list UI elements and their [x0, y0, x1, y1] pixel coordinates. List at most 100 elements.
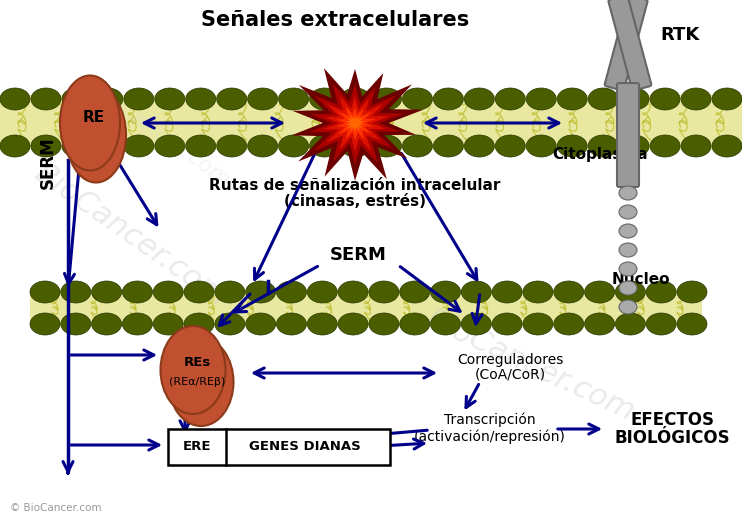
Ellipse shape: [0, 88, 30, 110]
Ellipse shape: [154, 281, 183, 303]
Ellipse shape: [492, 313, 522, 335]
Ellipse shape: [650, 88, 680, 110]
Ellipse shape: [619, 262, 637, 276]
Ellipse shape: [184, 281, 214, 303]
Ellipse shape: [277, 313, 306, 335]
Text: SERM: SERM: [39, 136, 57, 190]
Text: Citoplasma: Citoplasma: [552, 148, 648, 163]
Ellipse shape: [646, 313, 676, 335]
Text: SERM: SERM: [329, 246, 387, 264]
Ellipse shape: [496, 88, 525, 110]
Ellipse shape: [588, 135, 618, 157]
Ellipse shape: [615, 281, 646, 303]
Ellipse shape: [307, 281, 338, 303]
Ellipse shape: [369, 313, 399, 335]
Ellipse shape: [554, 313, 584, 335]
Ellipse shape: [557, 135, 587, 157]
Ellipse shape: [585, 313, 614, 335]
Ellipse shape: [160, 326, 226, 414]
Text: (CoA/CoR): (CoA/CoR): [474, 368, 545, 382]
Ellipse shape: [31, 135, 61, 157]
Ellipse shape: [246, 281, 276, 303]
Ellipse shape: [400, 313, 430, 335]
Ellipse shape: [402, 88, 433, 110]
Ellipse shape: [184, 313, 214, 335]
Ellipse shape: [646, 281, 676, 303]
Ellipse shape: [0, 135, 30, 157]
Ellipse shape: [277, 281, 306, 303]
Ellipse shape: [248, 135, 278, 157]
Ellipse shape: [619, 88, 649, 110]
Ellipse shape: [186, 88, 216, 110]
Ellipse shape: [554, 281, 584, 303]
Ellipse shape: [464, 135, 494, 157]
Ellipse shape: [619, 243, 637, 257]
Ellipse shape: [430, 313, 461, 335]
Ellipse shape: [433, 88, 464, 110]
Ellipse shape: [60, 76, 120, 171]
Text: © BioCancer.com: © BioCancer.com: [10, 503, 102, 513]
Text: Señales extracelulares: Señales extracelulares: [201, 10, 469, 30]
Ellipse shape: [278, 88, 309, 110]
Ellipse shape: [526, 88, 556, 110]
Ellipse shape: [30, 281, 60, 303]
Ellipse shape: [677, 281, 707, 303]
Ellipse shape: [91, 313, 122, 335]
Ellipse shape: [681, 135, 711, 157]
Text: Rutas de señalización intracelular: Rutas de señalización intracelular: [209, 177, 501, 193]
Ellipse shape: [712, 135, 742, 157]
Ellipse shape: [93, 88, 123, 110]
Ellipse shape: [433, 135, 464, 157]
Text: BIOLÓGICOS: BIOLÓGICOS: [614, 429, 730, 447]
Ellipse shape: [30, 313, 60, 335]
Ellipse shape: [619, 281, 637, 295]
Ellipse shape: [215, 313, 245, 335]
Ellipse shape: [557, 88, 587, 110]
Ellipse shape: [217, 88, 246, 110]
Ellipse shape: [462, 313, 491, 335]
Ellipse shape: [523, 313, 553, 335]
Ellipse shape: [186, 135, 216, 157]
Ellipse shape: [341, 88, 370, 110]
Ellipse shape: [677, 313, 707, 335]
Bar: [0, 95, 742, 150]
Text: BioCancer.com: BioCancer.com: [421, 304, 639, 426]
Ellipse shape: [526, 135, 556, 157]
Ellipse shape: [62, 88, 92, 110]
Text: (activación/represión): (activación/represión): [414, 430, 566, 444]
Ellipse shape: [248, 88, 278, 110]
Ellipse shape: [122, 281, 152, 303]
Ellipse shape: [309, 135, 340, 157]
Ellipse shape: [496, 135, 525, 157]
Ellipse shape: [246, 313, 276, 335]
Ellipse shape: [124, 135, 154, 157]
Ellipse shape: [681, 88, 711, 110]
Ellipse shape: [217, 135, 246, 157]
Ellipse shape: [338, 281, 368, 303]
Polygon shape: [346, 115, 365, 132]
Text: EFECTOS: EFECTOS: [630, 411, 714, 429]
Text: BioCancer.com: BioCancer.com: [86, 79, 234, 191]
Ellipse shape: [402, 135, 433, 157]
Text: Transcripción: Transcripción: [444, 413, 536, 427]
Text: GENES DIANAS: GENES DIANAS: [249, 440, 361, 454]
Ellipse shape: [278, 135, 309, 157]
Ellipse shape: [341, 135, 370, 157]
Ellipse shape: [430, 281, 461, 303]
Ellipse shape: [615, 313, 646, 335]
Ellipse shape: [492, 281, 522, 303]
Ellipse shape: [338, 313, 368, 335]
Ellipse shape: [155, 135, 185, 157]
Ellipse shape: [61, 313, 91, 335]
Polygon shape: [292, 68, 423, 181]
Ellipse shape: [619, 135, 649, 157]
Ellipse shape: [372, 88, 401, 110]
Polygon shape: [324, 96, 389, 152]
Ellipse shape: [400, 281, 430, 303]
Ellipse shape: [369, 281, 399, 303]
Ellipse shape: [619, 224, 637, 238]
Text: Núcleo: Núcleo: [611, 272, 670, 288]
Ellipse shape: [462, 281, 491, 303]
Ellipse shape: [712, 88, 742, 110]
Ellipse shape: [650, 135, 680, 157]
